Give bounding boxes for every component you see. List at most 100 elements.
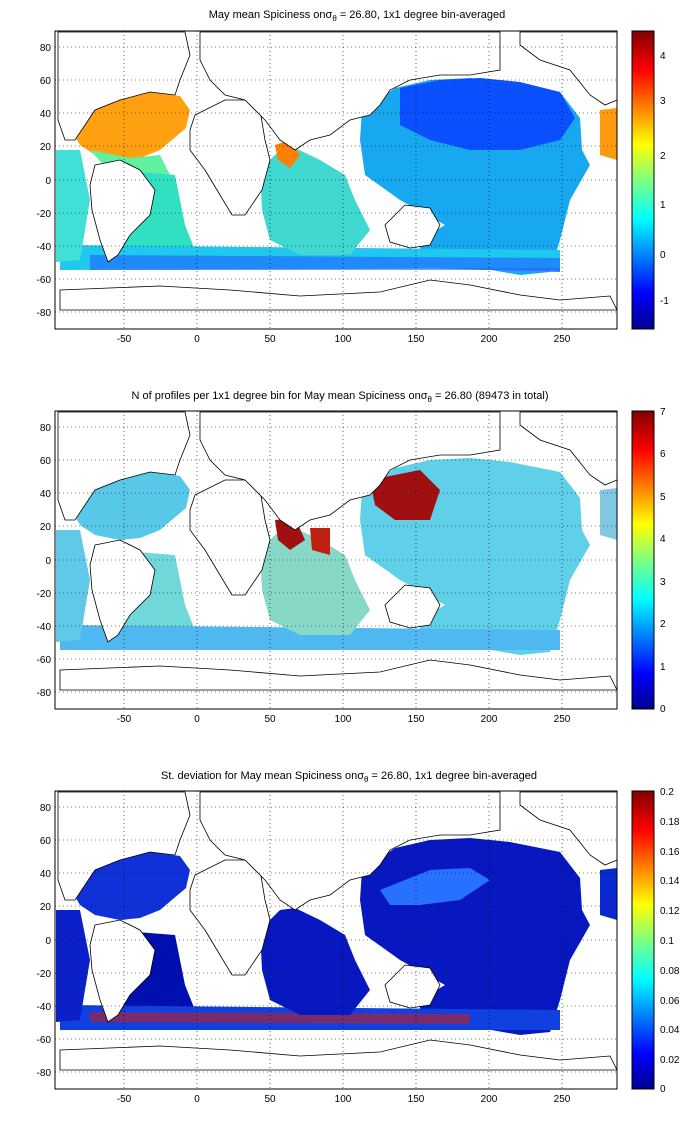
continents — [57, 791, 618, 1071]
y-tick: -40 — [37, 1002, 52, 1013]
colorbar-tick: 0.1 — [660, 936, 674, 947]
x-tick: 100 — [335, 714, 352, 725]
y-tick: 80 — [40, 43, 52, 54]
panel-title: May mean Spiciness onσθ = 26.80, 1x1 deg… — [209, 9, 506, 23]
x-tick: 150 — [408, 714, 425, 725]
ocean-field — [56, 838, 617, 1035]
colorbar-ramp — [631, 410, 655, 710]
colorbar-tick: 6 — [660, 449, 666, 460]
y-axis: 80 60 40 20 0 -20 -40 -60 -80 — [37, 43, 52, 319]
y-tick: -80 — [37, 688, 52, 699]
y-tick: 60 — [40, 76, 52, 87]
x-tick: 100 — [335, 334, 352, 345]
y-tick: -40 — [37, 622, 52, 633]
y-axis: 80 60 40 20 0 -20 -40 -60 -80 — [37, 423, 52, 699]
y-tick: -20 — [37, 209, 52, 220]
panel-title: N of profiles per 1x1 degree bin for May… — [132, 390, 549, 404]
colorbar-tick: 0.08 — [660, 966, 680, 977]
x-tick: 50 — [264, 334, 276, 345]
panel-spiciness-mean: May mean Spiciness onσθ = 26.80, 1x1 deg… — [37, 9, 670, 345]
x-tick: 250 — [554, 714, 571, 725]
y-tick: 20 — [40, 142, 52, 153]
continents — [57, 411, 618, 691]
x-tick: 150 — [408, 1094, 425, 1105]
y-tick: 80 — [40, 803, 52, 814]
x-tick: 50 — [264, 714, 276, 725]
y-tick: -60 — [37, 1035, 52, 1046]
panel-std-deviation: St. deviation for May mean Spiciness onσ… — [37, 770, 680, 1105]
x-tick: 0 — [194, 714, 200, 725]
plot-frame — [54, 410, 618, 710]
colorbar-tick: 3 — [660, 577, 666, 588]
colorbar-tick: 2 — [660, 151, 666, 162]
x-axis: -50 0 50 100 150 200 250 — [117, 714, 571, 725]
colorbar-tick: 0.02 — [660, 1055, 680, 1066]
y-tick: 60 — [40, 456, 52, 467]
y-axis: 80 60 40 20 0 -20 -40 -60 -80 — [37, 803, 52, 1079]
colorbar-tick: 0.12 — [660, 906, 680, 917]
colorbar-tick: 2 — [660, 619, 666, 630]
panel-profile-count: N of profiles per 1x1 degree bin for May… — [37, 390, 666, 725]
y-tick: -60 — [37, 655, 52, 666]
x-tick: 0 — [194, 334, 200, 345]
colorbar: 4 3 2 1 0 -1 — [631, 30, 669, 330]
y-tick: 40 — [40, 489, 52, 500]
x-tick: 0 — [194, 1094, 200, 1105]
continents — [57, 31, 618, 311]
colorbar-tick: 0.18 — [660, 817, 680, 828]
map-plot — [54, 30, 618, 330]
y-tick: 40 — [40, 869, 52, 880]
x-tick: 50 — [264, 1094, 276, 1105]
x-axis: -50 0 50 100 150 200 250 — [117, 1094, 571, 1105]
x-tick: 250 — [554, 1094, 571, 1105]
colorbar-tick: 1 — [660, 200, 666, 211]
colorbar-tick: 0.14 — [660, 876, 680, 887]
y-tick: 80 — [40, 423, 52, 434]
y-tick: -80 — [37, 1068, 52, 1079]
x-tick: 200 — [481, 714, 498, 725]
y-tick: -20 — [37, 969, 52, 980]
colorbar-tick: 0.04 — [660, 1025, 680, 1036]
colorbar-tick: 0 — [660, 1084, 666, 1095]
x-tick: 150 — [408, 334, 425, 345]
grid — [55, 791, 617, 1089]
y-tick: 40 — [40, 109, 52, 120]
x-tick: 100 — [335, 1094, 352, 1105]
colorbar-ramp — [631, 790, 655, 1090]
x-axis: -50 0 50 100 150 200 250 — [117, 334, 571, 345]
x-tick: -50 — [117, 714, 132, 725]
y-tick: -60 — [37, 275, 52, 286]
colorbar-tick: 7 — [660, 407, 666, 418]
plot-frame — [54, 790, 618, 1090]
colorbar-tick: 1 — [660, 662, 666, 673]
grid — [55, 31, 617, 329]
y-tick: 0 — [45, 936, 51, 947]
plot-frame — [54, 30, 618, 330]
colorbar-tick: 0.2 — [660, 787, 674, 798]
colorbar-tick: 4 — [660, 51, 666, 62]
map-plot — [54, 410, 618, 710]
y-tick: 0 — [45, 556, 51, 567]
colorbar-tick: 0.16 — [660, 847, 680, 858]
x-tick: -50 — [117, 1094, 132, 1105]
y-tick: -20 — [37, 589, 52, 600]
colorbar-tick: 5 — [660, 492, 666, 503]
colorbar-tick: 0 — [660, 704, 666, 715]
panel-title: St. deviation for May mean Spiciness onσ… — [161, 770, 537, 784]
y-tick: 20 — [40, 522, 52, 533]
colorbar-tick: 4 — [660, 534, 666, 545]
y-tick: -80 — [37, 308, 52, 319]
colorbar-tick: 3 — [660, 96, 666, 107]
map-plot — [54, 790, 618, 1090]
y-tick: 0 — [45, 176, 51, 187]
colorbar-tick: 0.06 — [660, 996, 680, 1007]
y-tick: -40 — [37, 242, 52, 253]
colorbar: 7 6 5 4 3 2 1 0 — [631, 407, 666, 715]
x-tick: 200 — [481, 1094, 498, 1105]
x-tick: 250 — [554, 334, 571, 345]
colorbar: 0.2 0.18 0.16 0.14 0.12 0.1 0.08 0.06 0.… — [631, 787, 680, 1095]
y-tick: 60 — [40, 836, 52, 847]
grid — [55, 411, 617, 709]
y-tick: 20 — [40, 902, 52, 913]
